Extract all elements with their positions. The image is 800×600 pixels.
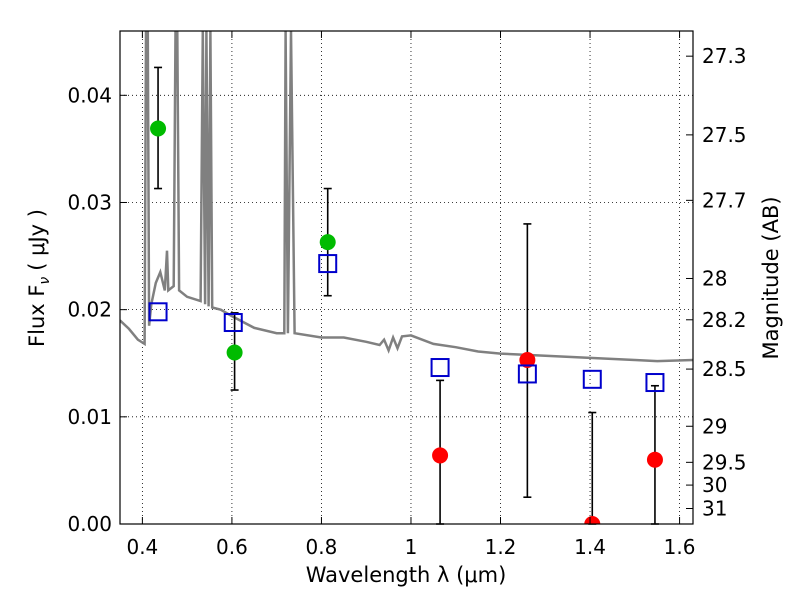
y-axis-title: Flux Fν ( μJy ): [25, 209, 53, 347]
model-flux-square: [430, 358, 450, 378]
green-point: [150, 120, 167, 137]
red-point: [432, 447, 449, 464]
green-point: [319, 234, 336, 251]
model-flux-square: [582, 369, 602, 389]
model-flux-square: [318, 254, 338, 274]
sed-curve: [120, 31, 693, 363]
x-tick-label: 1.6: [664, 535, 696, 559]
errorbar-layer: [154, 66, 659, 525]
magnitude-tick-label: 27.5: [702, 123, 747, 147]
sed-curve-layer: [120, 31, 693, 363]
magnitude-axis-title: Magnitude (AB): [759, 196, 783, 359]
red-point: [584, 516, 601, 524]
magnitude-tick-label: 28.2: [702, 308, 747, 332]
magnitude-tick-label: 31: [702, 497, 727, 521]
red-point: [519, 352, 536, 369]
model-flux-square: [517, 364, 537, 384]
y-tick-label: 0.04: [67, 83, 112, 107]
marker-layer: [148, 120, 665, 524]
x-tick-label: 1.2: [485, 535, 517, 559]
y-axis-title-subscript: ν: [37, 277, 53, 285]
x-tick-label: 0.8: [306, 535, 338, 559]
y-tick-label: 0.02: [67, 298, 112, 322]
magnitude-tick-label: 29.5: [702, 450, 747, 474]
x-tick-label: 1: [405, 535, 418, 559]
magnitude-tick-label: 28: [702, 266, 727, 290]
x-tick-label: 0.6: [216, 535, 248, 559]
x-tick-label: 1.4: [574, 535, 606, 559]
magnitude-tick-label: 30: [702, 473, 727, 497]
x-axis-title: Wavelength λ (μm): [306, 563, 507, 587]
x-axis-ticks: 0.4 0.6 0.8 1 1.2 1.4 1.6: [126, 31, 695, 559]
x-tick-label: 0.4: [126, 535, 158, 559]
magnitude-tick-label: 27.3: [702, 44, 747, 68]
magnitude-tick-label: 28.5: [702, 357, 747, 381]
green-point: [226, 344, 243, 361]
y-axis-title-unit: ( μJy ): [25, 209, 49, 271]
model-flux-square: [223, 313, 243, 333]
model-flux-square: [645, 373, 665, 393]
magnitude-tick-label: 27.7: [702, 188, 747, 212]
y-tick-label: 0.03: [67, 190, 112, 214]
magnitude-tick-label: 29: [702, 414, 727, 438]
y-axis-title-main: Flux F: [25, 285, 49, 347]
model-flux-square: [148, 302, 168, 322]
y-tick-label: 0.00: [67, 512, 112, 536]
y-tick-label: 0.01: [67, 405, 112, 429]
y-axis-ticks: 0.00 0.01 0.02 0.03 0.04: [67, 83, 127, 536]
plot-frame: [119, 30, 694, 525]
red-point: [646, 451, 663, 468]
